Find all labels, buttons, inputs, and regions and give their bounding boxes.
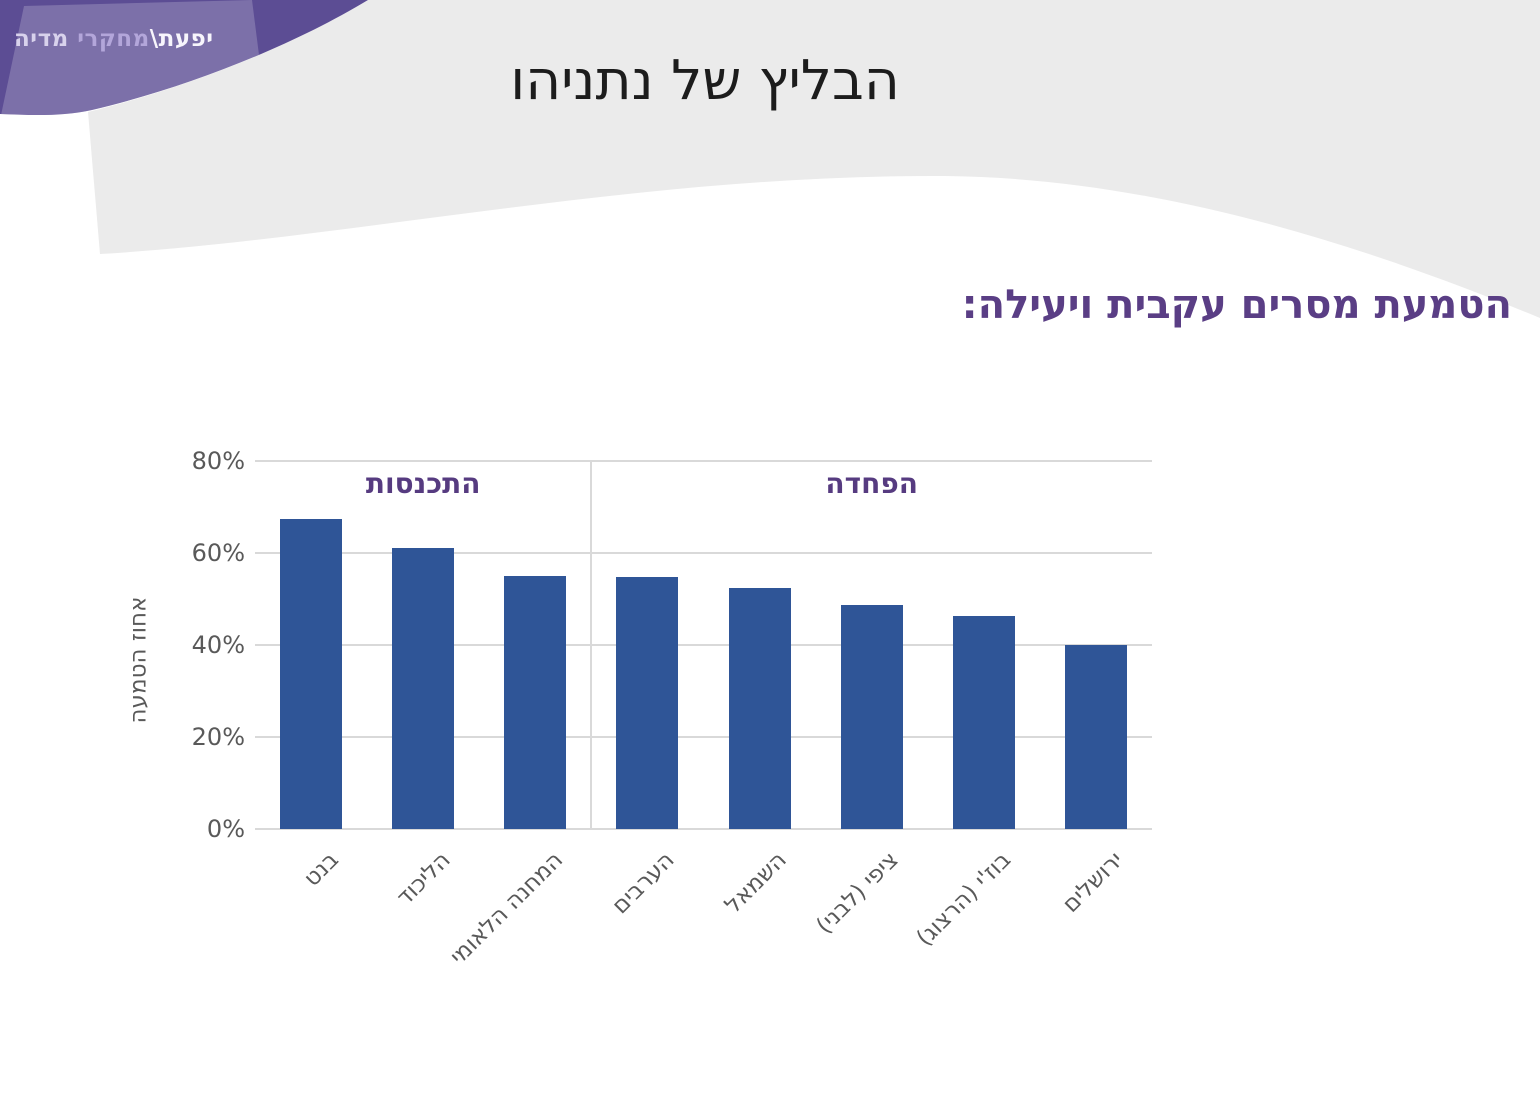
gridline	[255, 828, 1152, 830]
x-axis-label: הערבים	[607, 847, 680, 920]
y-tick-label: 60%	[191, 539, 245, 567]
gray-swoosh-shape	[88, 0, 1540, 318]
y-tick-label: 80%	[191, 447, 245, 475]
gridline	[255, 460, 1152, 462]
x-axis-label: ציפי (לבני)	[811, 847, 905, 940]
logo-suffix: מדיה	[14, 26, 78, 52]
logo-brand: יפעת\	[149, 26, 214, 52]
x-axis-label: השמאל	[720, 847, 792, 919]
bar-2	[392, 548, 455, 829]
page-title: הבליץ של נתניהו	[510, 48, 900, 112]
bar-1	[280, 518, 343, 829]
gridline	[255, 736, 1152, 738]
y-tick-label: 20%	[191, 723, 245, 751]
group-label: התכנסות	[365, 467, 481, 500]
bar-3	[504, 576, 567, 829]
x-axis-label: הליכוד	[391, 847, 456, 911]
gridline	[255, 644, 1152, 646]
group-divider-line	[590, 461, 593, 829]
x-axis-label: בוז'י (הרצוג)	[911, 847, 1017, 952]
bar-4	[616, 576, 679, 829]
y-tick-label: 0%	[206, 815, 245, 843]
subtitle: הטמעת מסרים עקבית ויעילה:	[961, 282, 1512, 328]
group-label: הפחדה	[825, 467, 918, 500]
gridline	[255, 552, 1152, 554]
bar-7	[952, 616, 1015, 829]
logo-middle: מחקרי	[77, 26, 150, 52]
x-axis-label: בנט	[298, 847, 344, 892]
logo: יפעת\מחקרי מדיה	[14, 26, 214, 52]
bar-8	[1064, 645, 1127, 829]
bar-6	[840, 605, 903, 829]
bar-5	[728, 588, 791, 829]
x-axis-label: ירושלים	[1057, 847, 1129, 918]
x-axis-label: המחנה הלאומי	[444, 847, 568, 970]
y-tick-label: 40%	[191, 631, 245, 659]
purple-banner-shape	[0, 0, 368, 116]
